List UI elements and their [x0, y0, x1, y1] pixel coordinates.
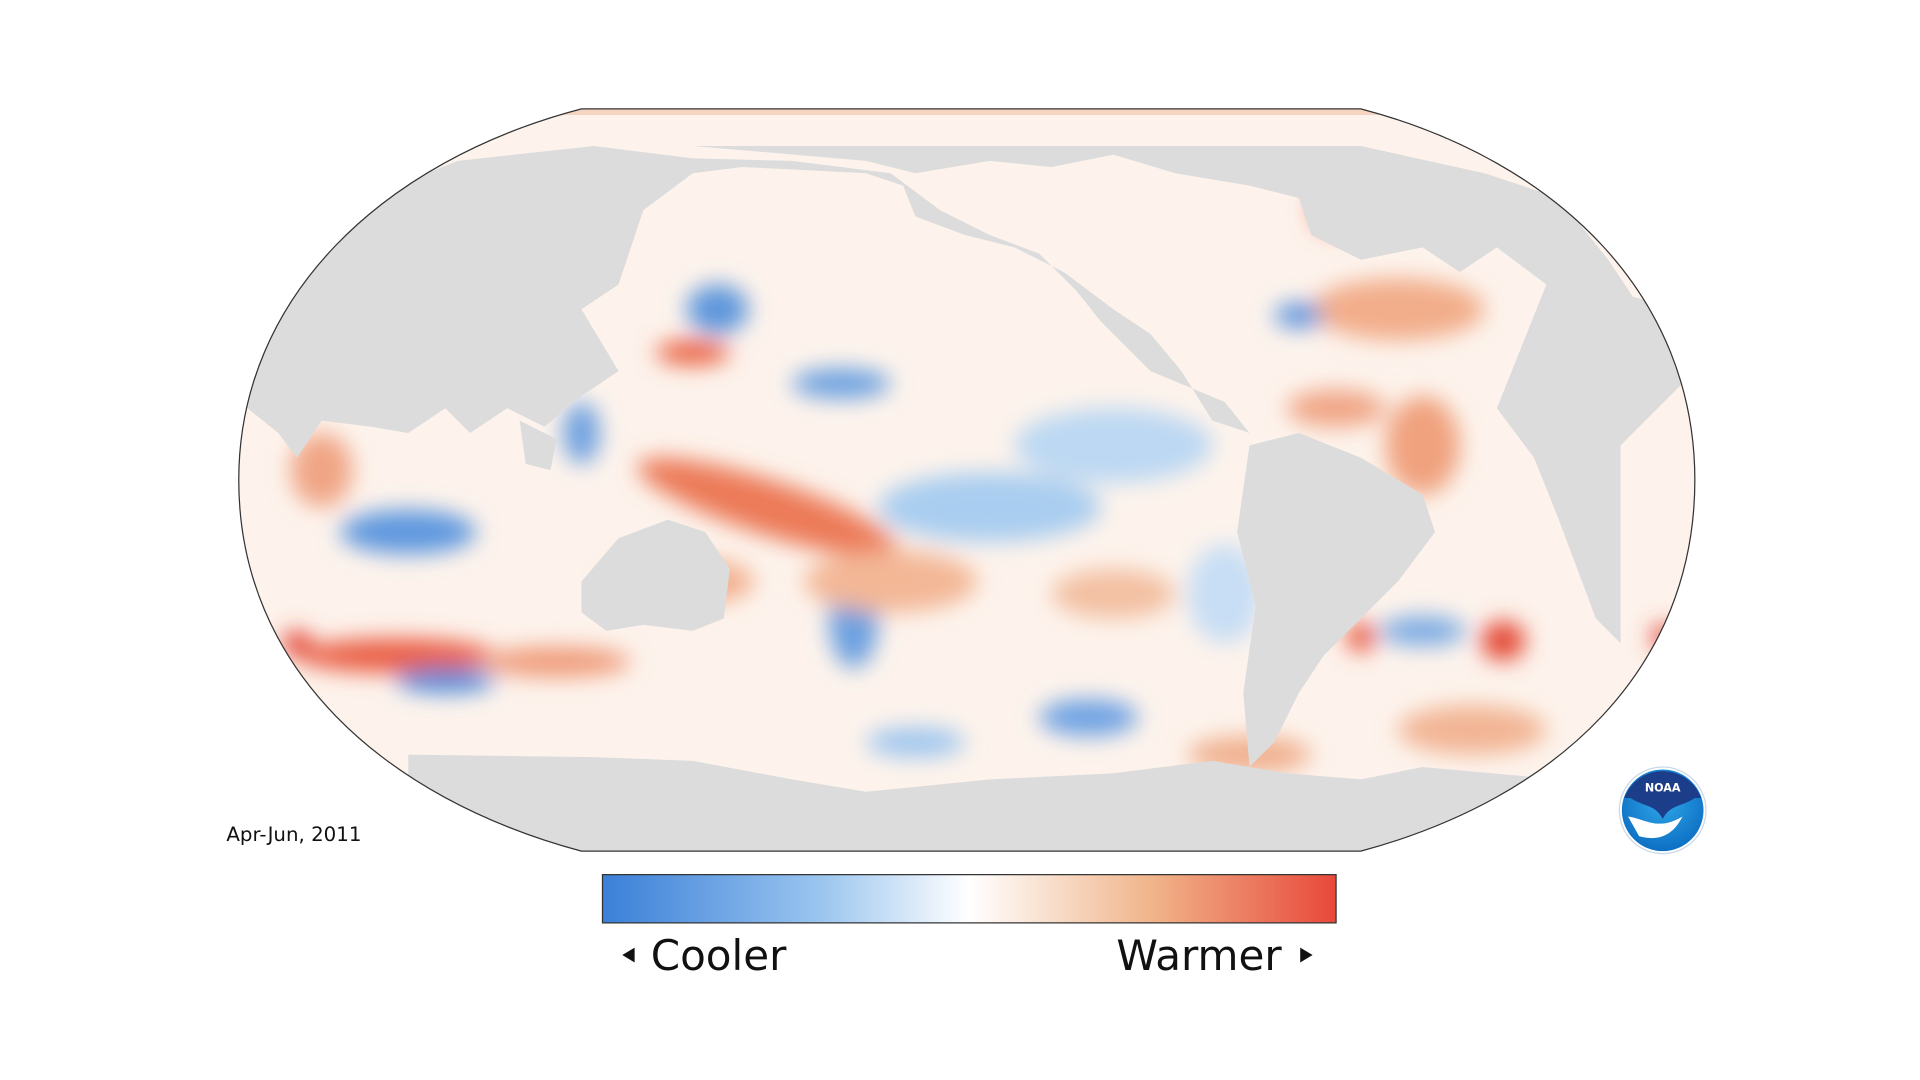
map-outline — [238, 108, 1696, 852]
land — [238, 108, 1695, 852]
date-label: Apr-Jun, 2011 — [226, 823, 361, 846]
noaa-logo: NOAA — [1618, 766, 1707, 855]
color-scale — [601, 874, 1337, 924]
arrow-right — [1300, 947, 1313, 963]
arrow-left — [622, 947, 635, 963]
legend-high-label: Warmer — [1116, 931, 1282, 980]
logo-text: NOAA — [1645, 782, 1681, 795]
legend: Cooler Warmer — [601, 874, 1337, 980]
anomaly-field — [282, 188, 1677, 774]
map — [238, 108, 1695, 852]
legend-low-label: Cooler — [651, 931, 787, 980]
